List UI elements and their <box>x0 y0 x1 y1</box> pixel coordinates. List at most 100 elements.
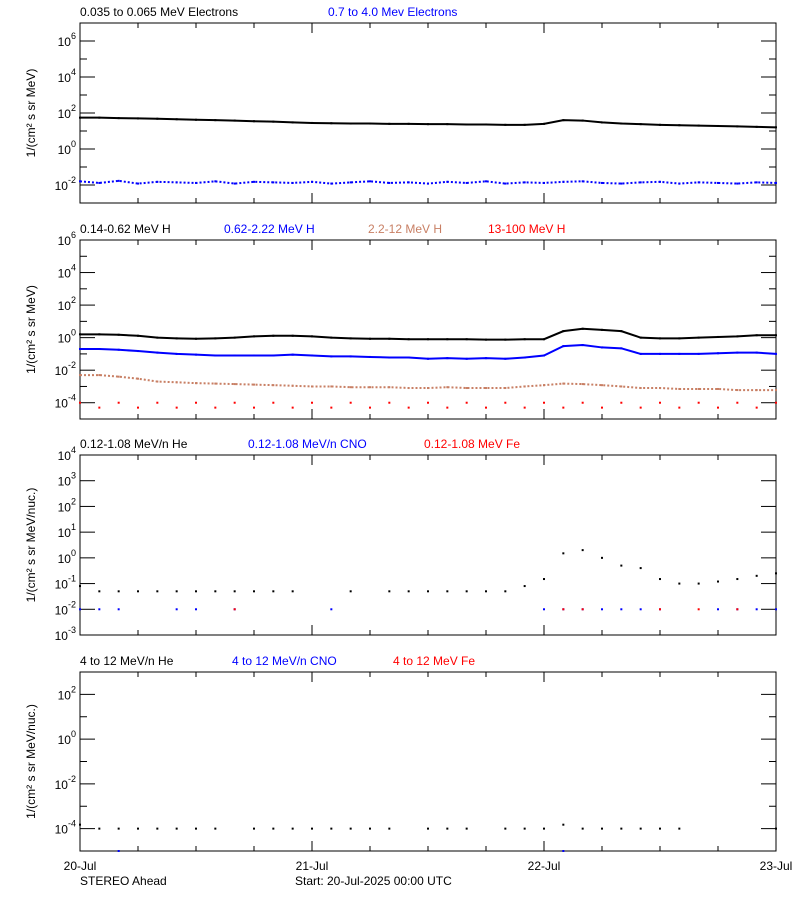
y-tick-label: 104 <box>58 445 76 463</box>
data-point <box>272 827 275 830</box>
series-legend-label: 0.12-1.08 MeV Fe <box>424 437 520 451</box>
series-line <box>80 344 777 360</box>
data-point <box>79 823 81 826</box>
data-point <box>523 827 526 830</box>
data-point <box>601 608 603 611</box>
data-point <box>620 827 623 830</box>
data-point <box>156 590 159 593</box>
data-point <box>620 401 623 404</box>
y-tick-label: 10-2 <box>55 774 76 792</box>
y-tick-label: 104 <box>58 263 76 281</box>
y-tick-label: 100 <box>58 548 76 566</box>
data-point <box>330 608 333 611</box>
data-point <box>214 827 217 830</box>
data-point <box>485 387 487 390</box>
data-point <box>98 590 101 593</box>
data-point <box>736 608 739 611</box>
panel-3: 10-3 10-2 10-1 100 101 102 103 104 1/(cm² s sr M… <box>24 437 777 643</box>
y-tick-label: 10-3 <box>55 625 76 643</box>
data-point <box>233 182 236 185</box>
data-point <box>291 590 294 593</box>
series-legend-label: 0.62-2.22 MeV H <box>224 222 315 236</box>
series-line <box>80 374 776 392</box>
series-0-62-2-22-mev-h <box>79 344 777 360</box>
data-point <box>543 578 545 581</box>
series-2-2-12-mev-h <box>79 374 777 392</box>
data-point <box>446 406 449 409</box>
y-tick-label: 10-2 <box>55 360 76 378</box>
y-tick-label: 102 <box>58 295 76 313</box>
data-point <box>465 827 468 830</box>
data-point <box>175 608 178 611</box>
data-point <box>272 590 275 593</box>
data-point <box>601 556 603 559</box>
data-point <box>195 590 197 593</box>
series-legend-label: 4 to 12 MeV/n He <box>80 654 174 668</box>
data-point <box>659 608 661 611</box>
data-point <box>775 827 777 830</box>
plot-frame <box>79 239 777 420</box>
data-point <box>581 383 584 386</box>
panel-1: 10-2 100 102 104 106 1/(cm² s sr MeV) 0.035 to… <box>24 5 777 204</box>
data-point <box>272 181 275 184</box>
data-point <box>79 401 81 404</box>
data-point <box>620 385 623 388</box>
data-point <box>156 827 159 830</box>
data-point <box>465 181 468 184</box>
data-point <box>504 401 507 404</box>
y-tick-label: 10-2 <box>55 175 76 193</box>
data-point <box>775 401 777 404</box>
series-0-12-1-08-mev-fe <box>233 608 739 611</box>
data-point <box>639 608 642 611</box>
data-point <box>98 181 101 184</box>
data-point <box>697 582 700 585</box>
data-point <box>98 608 101 611</box>
data-point <box>775 608 777 611</box>
data-point <box>214 406 217 409</box>
data-point <box>117 850 120 852</box>
data-point <box>291 827 294 830</box>
data-point <box>485 406 487 409</box>
data-point <box>253 180 255 183</box>
data-point <box>98 374 101 377</box>
data-point <box>620 608 623 611</box>
data-point <box>117 608 120 611</box>
series-0-035-to-0-065-mev-electrons <box>79 116 777 129</box>
plot-frame <box>79 454 777 636</box>
data-point <box>253 590 255 593</box>
data-point <box>272 401 275 404</box>
data-point <box>620 182 623 185</box>
data-point <box>717 608 719 611</box>
plot-frame <box>79 671 777 852</box>
x-tick-label: 20-Jul <box>64 859 97 873</box>
y-tick-label: 102 <box>58 684 76 702</box>
y-tick-label: 102 <box>58 496 76 514</box>
data-point <box>504 182 507 185</box>
y-tick-label: 101 <box>58 522 76 540</box>
data-point <box>388 401 391 404</box>
data-point <box>137 590 139 593</box>
y-tick-label: 102 <box>58 103 76 121</box>
data-point <box>620 564 623 567</box>
data-point <box>369 180 371 183</box>
data-point <box>349 401 352 404</box>
data-point <box>311 827 313 830</box>
data-point <box>175 827 178 830</box>
y-axis-label: 1/(cm² s sr MeV) <box>24 69 38 158</box>
data-point <box>330 406 333 409</box>
data-point <box>253 827 255 830</box>
panel-2: 10-4 10-2 100 102 104 106 1/(cm² s sr MeV) 0.14… <box>24 222 777 420</box>
data-point <box>678 827 681 830</box>
data-point <box>388 590 391 593</box>
data-point <box>117 827 120 830</box>
series-0-14-0-62-mev-h <box>79 327 777 341</box>
data-point <box>601 827 603 830</box>
data-point <box>330 385 333 388</box>
data-point <box>562 552 565 555</box>
data-point <box>697 608 700 611</box>
y-tick-label: 106 <box>58 31 76 49</box>
data-point <box>311 401 313 404</box>
data-point <box>369 386 371 389</box>
data-point <box>465 401 468 404</box>
panel-4: 10-4 10-2 100 102 1/(cm² s sr MeV/nuc.) 4 to … <box>24 654 777 852</box>
